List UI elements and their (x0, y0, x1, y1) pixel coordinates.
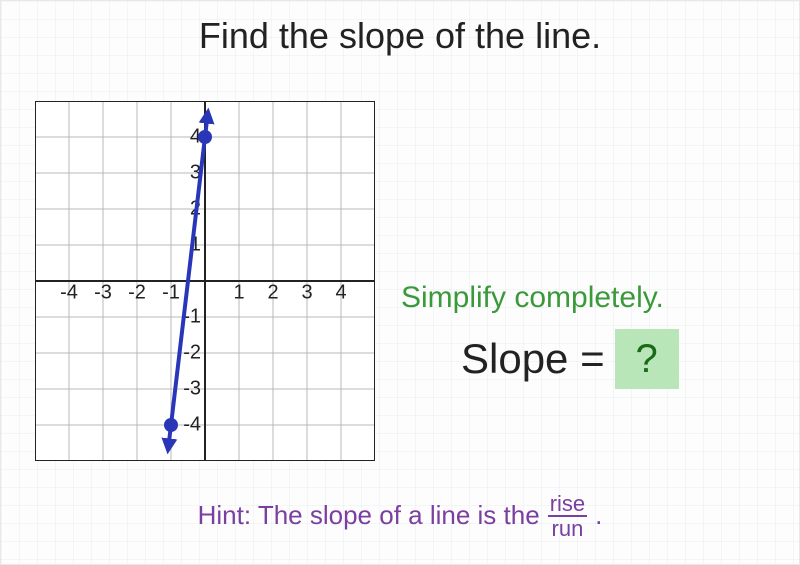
graph-svg: -4-3-2-112344321-1-2-3-4 (35, 101, 375, 461)
simplify-instruction: Simplify completely. (401, 281, 664, 315)
content-area: Find the slope of the line. -4 -3 -2 -1 1 2 3 4… (1, 1, 799, 564)
svg-text:3: 3 (301, 282, 312, 304)
hint-frac-numerator: rise (548, 492, 587, 517)
svg-text:1: 1 (233, 282, 244, 304)
svg-text:-3: -3 (94, 282, 112, 304)
svg-text:4: 4 (335, 282, 346, 304)
slope-label: Slope = (461, 335, 605, 383)
page-title: Find the slope of the line. (1, 15, 799, 57)
hint-text: Hint: The slope of a line is the rise ru… (1, 492, 799, 540)
hint-suffix: . (595, 500, 602, 531)
svg-text:-4: -4 (183, 413, 201, 435)
hint-fraction: rise run (548, 492, 587, 540)
svg-text:-2: -2 (183, 341, 201, 363)
hint-prefix: Hint: The slope of a line is the (198, 500, 540, 531)
hint-frac-denominator: run (550, 517, 586, 540)
slope-answer-placeholder: ? (636, 337, 658, 382)
slope-row: Slope = ? (461, 329, 679, 389)
svg-text:-2: -2 (128, 282, 146, 304)
svg-text:2: 2 (267, 282, 278, 304)
slope-answer-box[interactable]: ? (615, 329, 679, 389)
svg-text:-3: -3 (183, 377, 201, 399)
coordinate-graph: -4-3-2-112344321-1-2-3-4 (35, 101, 375, 461)
svg-text:-4: -4 (60, 282, 78, 304)
answer-area: Simplify completely. Slope = ? (401, 101, 781, 461)
svg-text:-1: -1 (162, 282, 180, 304)
